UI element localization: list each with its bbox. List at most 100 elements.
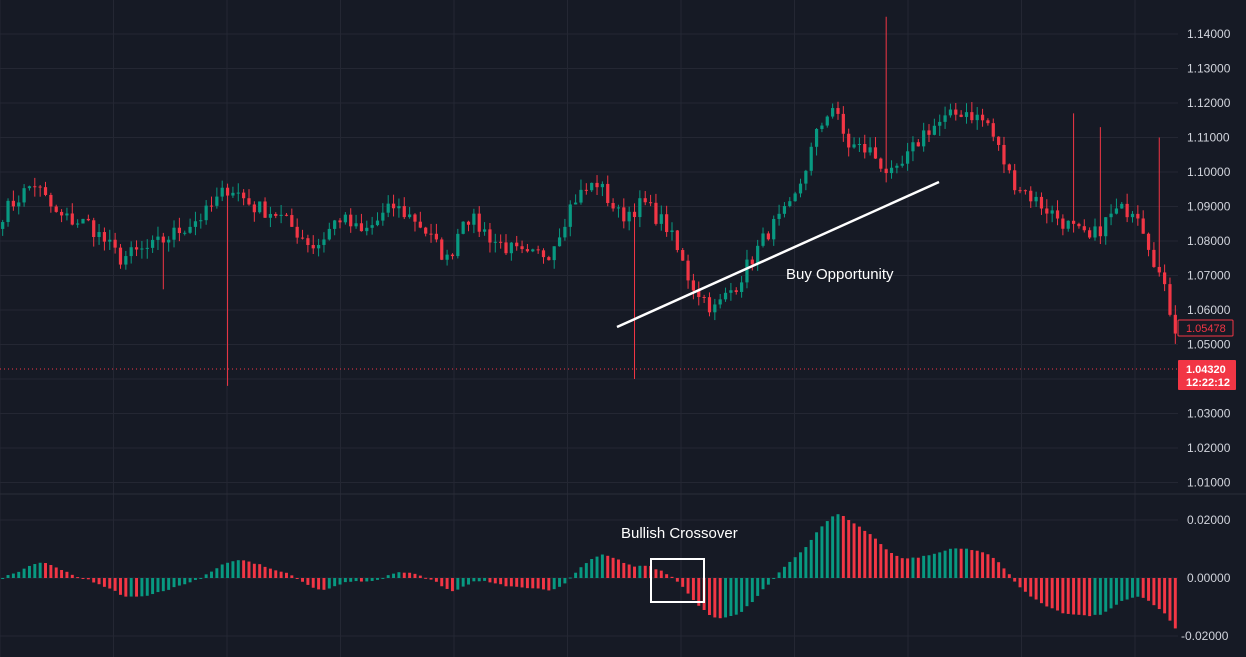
candle-body: [76, 223, 80, 225]
candle-body: [820, 125, 824, 130]
candle-body: [611, 202, 615, 209]
candle-body: [622, 207, 626, 222]
price-tick-label: 1.07000: [1187, 269, 1231, 283]
histogram-bar: [102, 578, 106, 587]
oscillator-histogram[interactable]: [1, 514, 1177, 629]
histogram-bar: [456, 578, 460, 590]
bullish-crossover-label: Bullish Crossover: [621, 525, 738, 542]
trend-line[interactable]: [616, 180, 940, 329]
candle-body: [723, 292, 728, 300]
histogram-bar: [44, 563, 47, 578]
histogram-bar: [161, 578, 165, 592]
histogram-bar: [49, 565, 53, 578]
candle-body: [734, 290, 738, 292]
histogram-bar: [467, 578, 470, 585]
histogram-bar: [493, 578, 497, 584]
histogram-bar: [622, 562, 626, 578]
histogram-bar: [815, 532, 819, 578]
histogram-bar: [1088, 578, 1092, 617]
candle-body: [889, 167, 894, 174]
price-tick-label: 1.10000: [1187, 165, 1231, 179]
crossover-box[interactable]: [650, 558, 705, 603]
histogram-bar: [434, 578, 438, 582]
candle-body: [108, 239, 112, 242]
candle-body: [515, 242, 519, 247]
candle-body: [873, 147, 878, 159]
candle-body: [22, 188, 26, 203]
candle-body: [402, 206, 406, 218]
histogram-bar: [483, 578, 487, 581]
price-candles[interactable]: [1, 16, 1177, 386]
candle-body: [1163, 272, 1167, 285]
candle-body: [1141, 218, 1145, 234]
histogram-bar: [322, 578, 326, 590]
histogram-bar: [445, 578, 449, 589]
histogram-bar: [740, 578, 744, 612]
histogram-bar: [681, 578, 685, 587]
candle-body: [509, 242, 513, 254]
candle-body: [450, 254, 455, 257]
histogram-bar: [1034, 578, 1038, 600]
candle-body: [595, 182, 599, 188]
histogram-bar: [124, 578, 128, 597]
candle-body: [900, 163, 904, 166]
candle-body: [258, 201, 262, 213]
candle-body: [440, 239, 444, 260]
candle-body: [204, 205, 208, 221]
histogram-bar: [247, 561, 251, 578]
histogram-bar: [574, 572, 578, 578]
histogram-bar: [916, 557, 920, 578]
histogram-bar: [1056, 578, 1059, 611]
histogram-bar: [552, 578, 556, 590]
histogram-bar: [697, 578, 701, 606]
candle-body: [113, 239, 117, 248]
candle-body: [879, 158, 883, 169]
current-price-badge: 1.04320 12:22:12: [1178, 360, 1236, 390]
candle-body: [27, 186, 32, 189]
candle-body: [702, 296, 706, 298]
histogram-bar: [1050, 578, 1054, 609]
histogram-bar: [895, 555, 899, 578]
histogram-bar: [258, 564, 262, 578]
histogram-bar: [879, 544, 883, 578]
price-tick-label: 1.01000: [1187, 476, 1231, 490]
histogram-bar: [140, 578, 144, 597]
candle-body: [525, 249, 530, 252]
candle-body: [413, 214, 417, 222]
candle-body: [102, 232, 107, 242]
histogram-bar: [670, 576, 674, 578]
candle-body: [788, 201, 792, 207]
oscillator-axis[interactable]: 0.02000 0.00000 -0.02000: [1181, 513, 1231, 643]
histogram-bar: [568, 577, 572, 579]
histogram-bar: [376, 578, 379, 580]
candle-body: [129, 247, 133, 257]
histogram-bar: [279, 571, 283, 578]
histogram-bar: [188, 578, 192, 583]
candle-body: [863, 144, 867, 153]
candle-body: [365, 227, 369, 232]
histogram-bar: [863, 530, 867, 578]
candle-body: [381, 212, 385, 221]
candle-body: [482, 229, 487, 232]
histogram-bar: [1029, 578, 1033, 597]
histogram-bar: [413, 573, 417, 578]
histogram-bar: [76, 577, 80, 579]
histogram-bar: [847, 520, 851, 578]
candle-body: [242, 192, 246, 199]
histogram-bar: [606, 555, 610, 578]
histogram-bar: [311, 578, 315, 588]
candle-body: [274, 213, 278, 216]
histogram-bar: [392, 573, 396, 578]
candle-body: [429, 233, 433, 235]
candle-body: [1007, 164, 1011, 171]
histogram-bar: [1018, 578, 1022, 588]
histogram-bar: [868, 534, 872, 578]
candle-body: [6, 200, 10, 223]
candle-body: [193, 221, 198, 227]
histogram-bar: [1039, 578, 1043, 604]
candle-body: [322, 239, 326, 245]
histogram-bar: [793, 557, 797, 578]
histogram-bar: [226, 562, 230, 578]
candle-body: [172, 227, 176, 240]
